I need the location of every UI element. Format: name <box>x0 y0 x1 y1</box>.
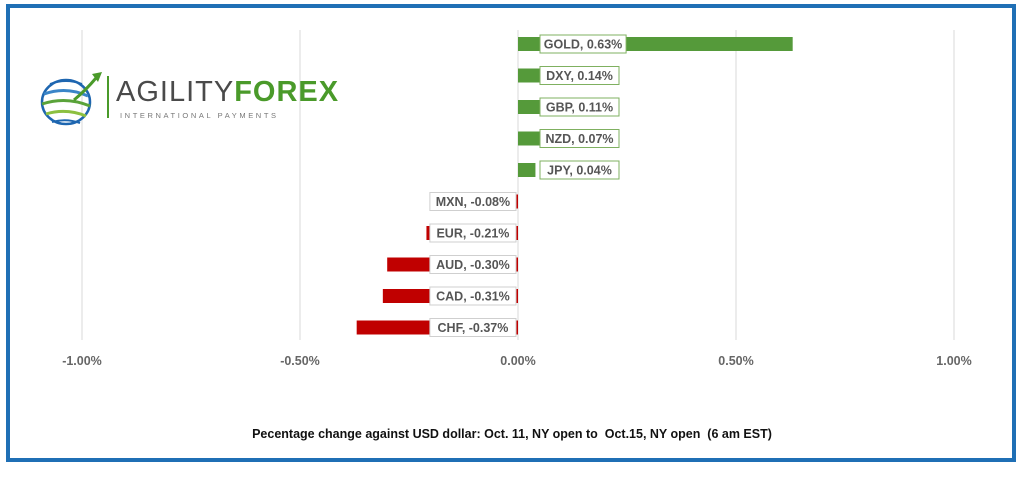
globe-icon <box>40 72 102 126</box>
data-label-box <box>429 255 517 274</box>
data-label: AUD, -0.30% <box>436 258 510 272</box>
data-label: CAD, -0.31% <box>436 290 510 304</box>
data-label: GOLD, 0.63% <box>544 38 623 52</box>
agility-forex-logo: AGILITYFOREX INTERNATIONAL PAYMENTS <box>36 66 338 132</box>
bar <box>518 163 536 177</box>
data-label: MXN, -0.08% <box>436 195 510 209</box>
data-label-box <box>539 129 620 148</box>
data-label: EUR, -0.21% <box>436 227 509 241</box>
data-label: JPY, 0.04% <box>547 164 612 178</box>
data-label-box <box>429 192 517 211</box>
logo-word-agility: AGILITY <box>116 76 235 108</box>
x-tick-label: 0.50% <box>718 354 753 368</box>
logo-divider <box>107 76 109 118</box>
x-tick-label: 0.00% <box>500 354 535 368</box>
chart-caption: Pecentage change against USD dollar: Oct… <box>252 427 772 441</box>
data-label-box <box>539 66 620 85</box>
logo-word-forex: FOREX <box>234 76 340 108</box>
data-label-box <box>429 223 517 243</box>
data-label-box <box>539 97 620 117</box>
logo-wordmark: AGILITYFOREX <box>116 76 339 108</box>
data-label: DXY, 0.14% <box>546 69 613 83</box>
data-label-box <box>539 160 620 180</box>
x-tick-label: -1.00% <box>62 354 102 368</box>
data-label-box <box>429 318 517 337</box>
data-label: GBP, 0.11% <box>546 101 613 115</box>
data-label-box <box>539 34 627 54</box>
data-label-box <box>429 286 517 306</box>
data-label: NZD, 0.07% <box>545 132 613 146</box>
data-label: CHF, -0.37% <box>438 321 509 335</box>
x-tick-label: -0.50% <box>280 354 320 368</box>
x-tick-label: 1.00% <box>936 354 971 368</box>
logo-tagline: INTERNATIONAL PAYMENTS <box>120 111 279 120</box>
